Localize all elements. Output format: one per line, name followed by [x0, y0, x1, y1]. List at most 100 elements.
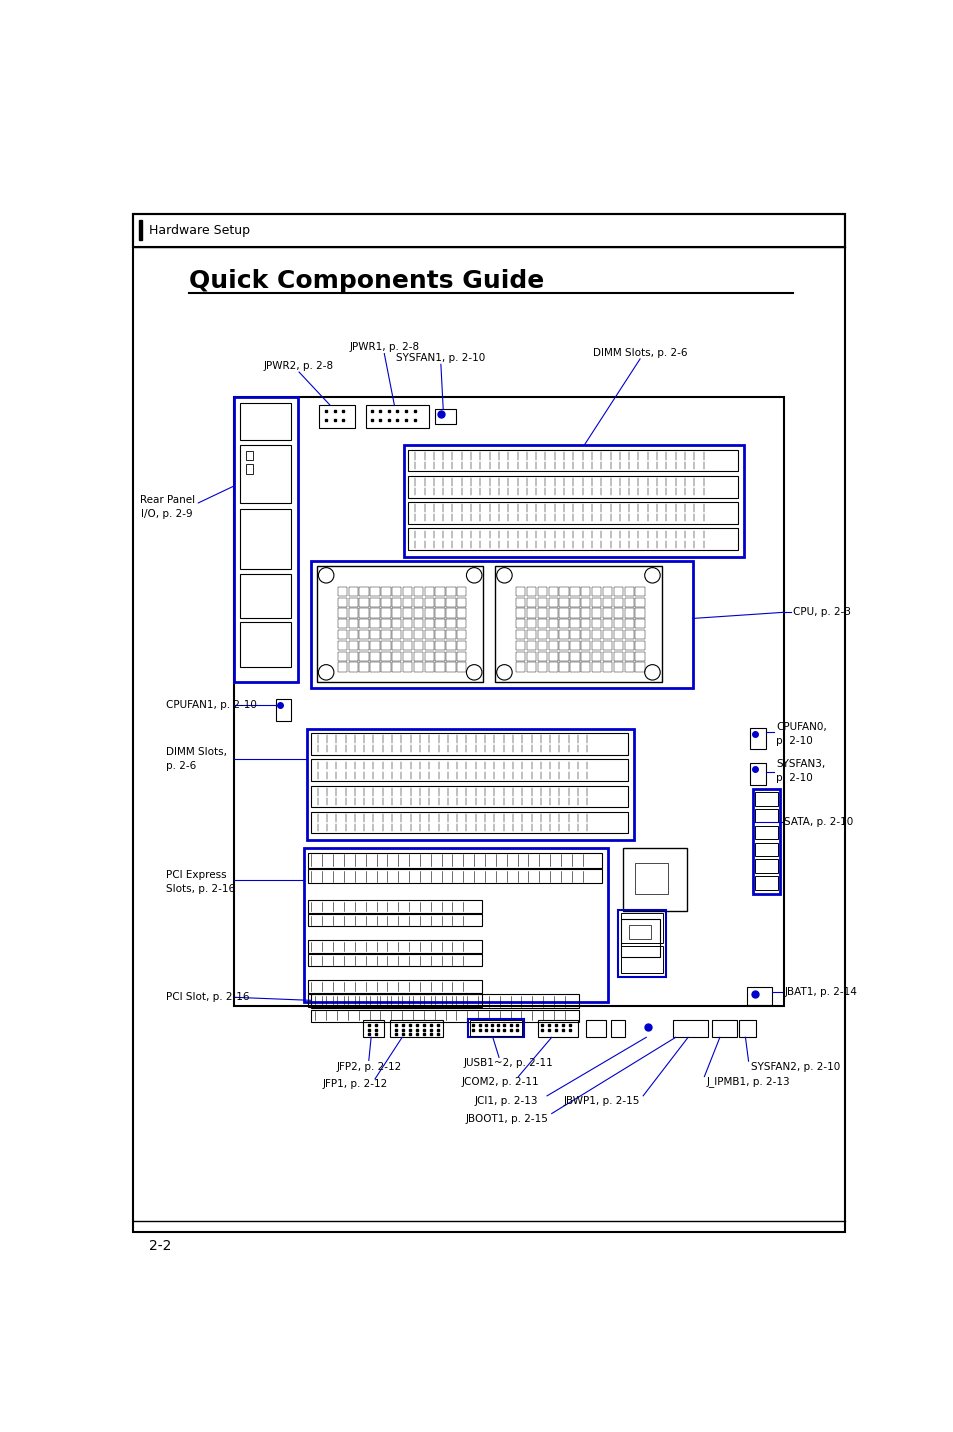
- Bar: [635, 640, 644, 650]
- Bar: [359, 609, 369, 617]
- Bar: [240, 402, 291, 440]
- Bar: [526, 663, 536, 672]
- Bar: [516, 663, 525, 672]
- Bar: [754, 859, 778, 874]
- Bar: [635, 630, 644, 639]
- Bar: [602, 609, 612, 617]
- Bar: [613, 587, 622, 596]
- Bar: [592, 652, 600, 660]
- Bar: [558, 640, 568, 650]
- Bar: [414, 630, 422, 639]
- Bar: [602, 630, 612, 639]
- Bar: [307, 914, 481, 927]
- Bar: [365, 405, 429, 428]
- Bar: [635, 597, 644, 607]
- Bar: [570, 640, 579, 650]
- Bar: [456, 630, 466, 639]
- Bar: [592, 663, 600, 672]
- Text: JCOM2, p. 2-11: JCOM2, p. 2-11: [461, 1077, 538, 1087]
- Bar: [622, 848, 686, 911]
- Bar: [424, 609, 434, 617]
- Bar: [624, 640, 633, 650]
- Bar: [580, 652, 590, 660]
- Bar: [635, 652, 644, 660]
- Bar: [602, 663, 612, 672]
- Bar: [580, 609, 590, 617]
- Bar: [526, 652, 536, 660]
- Bar: [446, 640, 456, 650]
- Bar: [592, 630, 600, 639]
- Bar: [307, 981, 481, 992]
- Bar: [311, 733, 628, 755]
- Bar: [592, 597, 600, 607]
- Bar: [435, 640, 444, 650]
- Bar: [402, 652, 412, 660]
- Bar: [754, 809, 778, 822]
- Bar: [392, 619, 401, 629]
- Bar: [370, 609, 379, 617]
- Bar: [414, 619, 422, 629]
- Text: JPWR2, p. 2-8: JPWR2, p. 2-8: [264, 361, 334, 371]
- Bar: [624, 652, 633, 660]
- Bar: [570, 597, 579, 607]
- Bar: [307, 901, 481, 912]
- Bar: [424, 652, 434, 660]
- Bar: [414, 609, 422, 617]
- Bar: [381, 652, 390, 660]
- Bar: [446, 663, 456, 672]
- Text: PCI Slot, p. 2-16: PCI Slot, p. 2-16: [166, 992, 249, 1002]
- Bar: [424, 587, 434, 596]
- Bar: [602, 587, 612, 596]
- Bar: [319, 405, 355, 428]
- Bar: [624, 587, 633, 596]
- Bar: [402, 619, 412, 629]
- Bar: [240, 623, 291, 667]
- Bar: [307, 941, 481, 952]
- Bar: [359, 652, 369, 660]
- Text: JCI1, p. 2-13: JCI1, p. 2-13: [475, 1097, 537, 1107]
- Bar: [307, 954, 481, 967]
- Bar: [620, 914, 661, 942]
- Bar: [311, 812, 628, 833]
- Bar: [456, 640, 466, 650]
- Text: PCI Express
Slots, p. 2-16: PCI Express Slots, p. 2-16: [166, 869, 234, 894]
- Bar: [435, 630, 444, 639]
- Bar: [746, 987, 771, 1005]
- Bar: [435, 663, 444, 672]
- Bar: [537, 640, 546, 650]
- Bar: [370, 587, 379, 596]
- Bar: [348, 652, 357, 660]
- Bar: [592, 640, 600, 650]
- Bar: [446, 630, 456, 639]
- Bar: [337, 630, 347, 639]
- Bar: [402, 630, 412, 639]
- Bar: [381, 609, 390, 617]
- Bar: [337, 587, 347, 596]
- Text: SYSFAN3,
p. 2-10: SYSFAN3, p. 2-10: [776, 759, 825, 783]
- Bar: [370, 640, 379, 650]
- Bar: [446, 587, 456, 596]
- Bar: [402, 640, 412, 650]
- Text: Rear Panel
I/O, p. 2-9: Rear Panel I/O, p. 2-9: [139, 495, 194, 518]
- Bar: [348, 663, 357, 672]
- Bar: [363, 1021, 383, 1037]
- Bar: [370, 663, 379, 672]
- Bar: [558, 652, 568, 660]
- Bar: [381, 597, 390, 607]
- Bar: [610, 1021, 624, 1037]
- Bar: [526, 587, 536, 596]
- Bar: [275, 699, 291, 720]
- Bar: [624, 609, 633, 617]
- Bar: [570, 652, 579, 660]
- Bar: [526, 597, 536, 607]
- Bar: [613, 619, 622, 629]
- Bar: [240, 445, 291, 503]
- Bar: [337, 663, 347, 672]
- Bar: [408, 475, 737, 497]
- Text: Quick Components Guide: Quick Components Guide: [189, 269, 543, 294]
- Bar: [548, 652, 558, 660]
- Text: JFP2, p. 2-12: JFP2, p. 2-12: [335, 1061, 401, 1071]
- Text: JFP1, p. 2-12: JFP1, p. 2-12: [323, 1080, 388, 1090]
- Bar: [348, 619, 357, 629]
- Bar: [240, 510, 291, 569]
